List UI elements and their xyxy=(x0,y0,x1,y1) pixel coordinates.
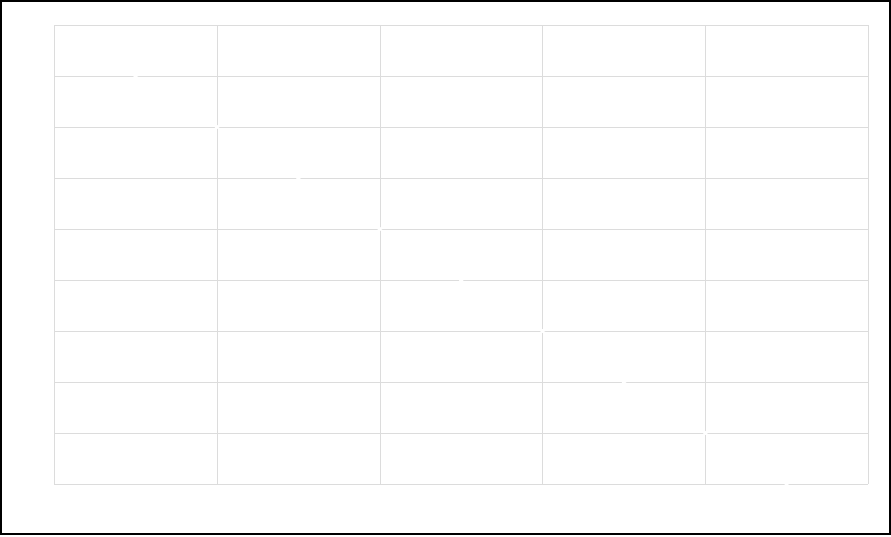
data-point xyxy=(214,125,219,129)
y-tick-mark xyxy=(38,227,40,231)
data-point xyxy=(621,380,626,384)
grid xyxy=(38,25,869,485)
y-tick-mark xyxy=(38,176,40,180)
y-tick-mark xyxy=(38,150,40,155)
data-point xyxy=(377,227,382,231)
data-point xyxy=(296,176,301,180)
points-layer xyxy=(133,74,789,486)
data-point xyxy=(459,278,463,282)
y-tick-mark xyxy=(38,354,40,359)
y-tick-mark xyxy=(38,380,40,384)
data-point xyxy=(703,431,708,435)
data-point xyxy=(133,74,138,78)
data-point xyxy=(784,482,789,486)
y-tick-mark xyxy=(38,201,40,206)
data-point xyxy=(540,329,545,333)
